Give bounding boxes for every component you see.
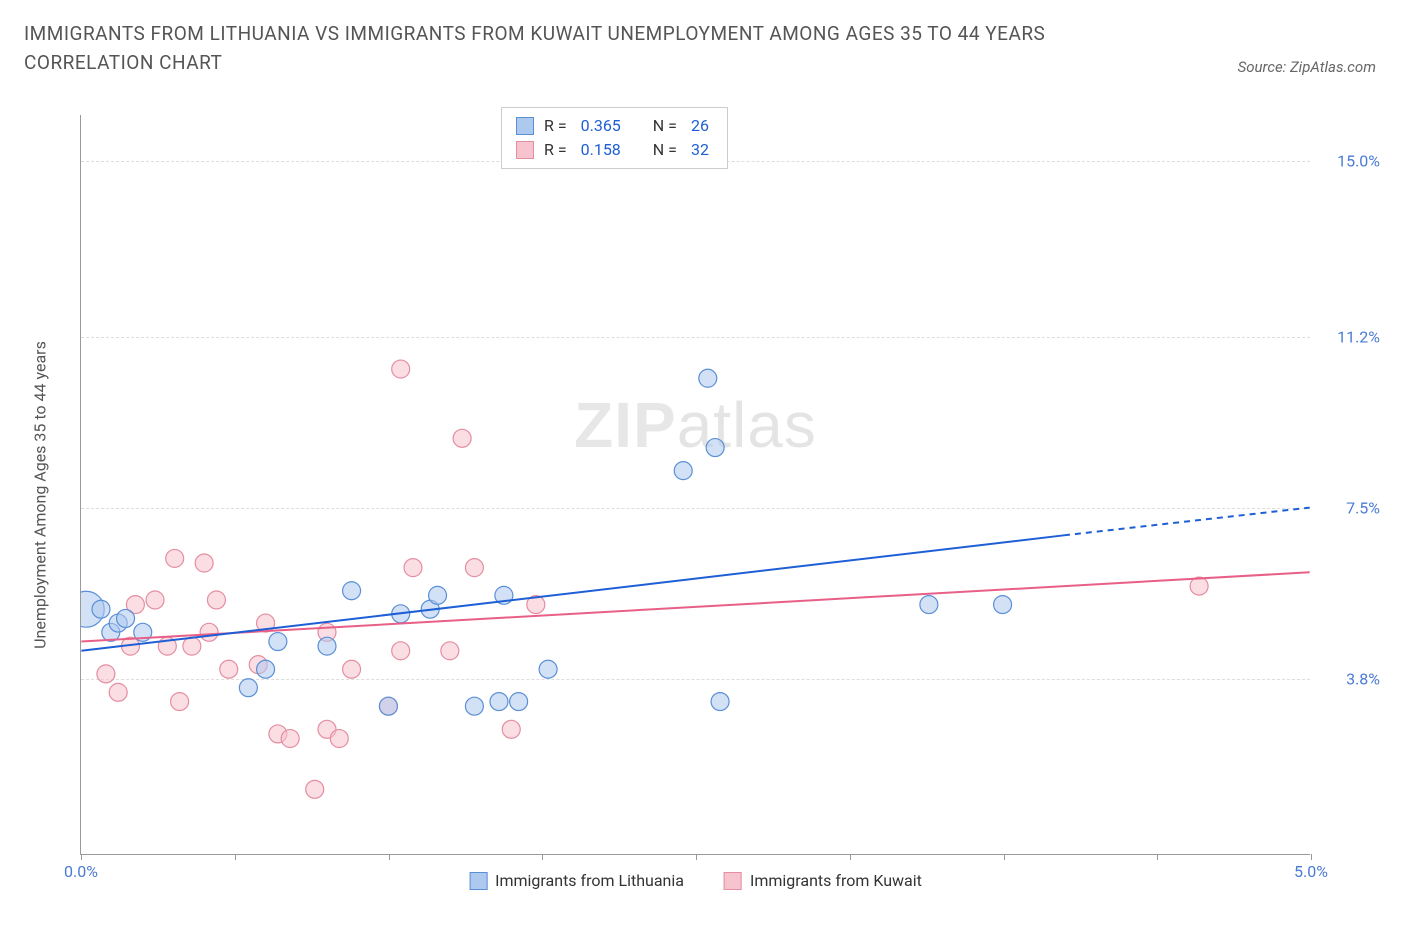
- data-point: [994, 596, 1012, 614]
- x-tick-mark: [850, 854, 851, 860]
- correlation-legend: R = 0.365 N = 26 R = 0.158 N = 32: [501, 107, 728, 169]
- data-point: [441, 642, 459, 660]
- chart-container: Unemployment Among Ages 35 to 44 years R…: [50, 105, 1380, 885]
- x-tick-mark: [235, 854, 236, 860]
- data-point: [171, 693, 189, 711]
- data-point: [146, 591, 164, 609]
- data-point: [220, 660, 238, 678]
- data-point: [166, 549, 184, 567]
- legend-item-lithuania: Immigrants from Lithuania: [469, 871, 684, 890]
- legend-swatch-kuwait-icon: [724, 872, 742, 890]
- n-value-kuwait: 32: [691, 138, 709, 162]
- x-tick-label: 0.0%: [64, 862, 98, 881]
- data-point: [281, 730, 299, 748]
- n-label: N =: [653, 138, 677, 162]
- r-value-kuwait: 0.158: [581, 138, 621, 162]
- data-point: [920, 596, 938, 614]
- data-point: [318, 637, 336, 655]
- y-axis-label: Unemployment Among Ages 35 to 44 years: [31, 341, 50, 649]
- data-point: [453, 429, 471, 447]
- data-point: [392, 642, 410, 660]
- legend-row-kuwait: R = 0.158 N = 32: [516, 138, 713, 162]
- y-axis-ticks: 3.8% 7.5% 11.2% 15.0%: [1320, 115, 1380, 854]
- trend-line: [81, 572, 1309, 641]
- data-point: [706, 439, 724, 457]
- data-point: [92, 600, 110, 618]
- y-tick-label: 11.2%: [1337, 328, 1380, 347]
- data-point: [392, 360, 410, 378]
- y-tick-label: 3.8%: [1346, 670, 1380, 689]
- trend-line-extrapolated: [1064, 508, 1310, 536]
- data-point: [404, 559, 422, 577]
- legend-item-kuwait: Immigrants from Kuwait: [724, 871, 922, 890]
- r-label: R =: [544, 138, 567, 162]
- data-point: [269, 633, 287, 651]
- legend-swatch-lithuania: [516, 117, 534, 135]
- x-tick-mark: [696, 854, 697, 860]
- y-tick-label: 7.5%: [1346, 499, 1380, 518]
- data-point: [239, 679, 257, 697]
- n-label: N =: [653, 114, 677, 138]
- data-point: [109, 683, 127, 701]
- data-point: [510, 693, 528, 711]
- x-tick-mark: [542, 854, 543, 860]
- data-point: [183, 637, 201, 655]
- scatter-svg: [81, 115, 1310, 854]
- y-tick-label: 15.0%: [1337, 152, 1380, 171]
- x-tick-mark: [389, 854, 390, 860]
- data-point: [97, 665, 115, 683]
- x-tick-mark: [1004, 854, 1005, 860]
- legend-row-lithuania: R = 0.365 N = 26: [516, 114, 713, 138]
- data-point: [674, 462, 692, 480]
- data-point: [195, 554, 213, 572]
- data-point: [539, 660, 557, 678]
- data-point: [465, 697, 483, 715]
- chart-title: IMMIGRANTS FROM LITHUANIA VS IMMIGRANTS …: [24, 20, 1144, 77]
- legend-swatch-kuwait: [516, 141, 534, 159]
- n-value-lithuania: 26: [691, 114, 709, 138]
- data-point: [379, 697, 397, 715]
- x-tick-mark: [1311, 854, 1312, 860]
- r-label: R =: [544, 114, 567, 138]
- data-point: [429, 586, 447, 604]
- data-point: [330, 730, 348, 748]
- x-tick-label: 5.0%: [1294, 862, 1328, 881]
- data-point: [306, 780, 324, 798]
- r-value-lithuania: 0.365: [581, 114, 621, 138]
- series-legend: Immigrants from Lithuania Immigrants fro…: [469, 871, 922, 890]
- data-point: [490, 693, 508, 711]
- data-point: [207, 591, 225, 609]
- data-point: [502, 720, 520, 738]
- data-point: [200, 623, 218, 641]
- x-tick-mark: [1157, 854, 1158, 860]
- data-point: [343, 660, 361, 678]
- data-point: [343, 582, 361, 600]
- data-point: [257, 660, 275, 678]
- data-point: [117, 609, 135, 627]
- plot-area: R = 0.365 N = 26 R = 0.158 N = 32 ZIPatl…: [80, 115, 1310, 855]
- legend-label-lithuania: Immigrants from Lithuania: [495, 871, 684, 890]
- x-tick-mark: [81, 854, 82, 860]
- chart-source: Source: ZipAtlas.com: [1238, 58, 1376, 76]
- legend-label-kuwait: Immigrants from Kuwait: [750, 871, 922, 890]
- data-point: [711, 693, 729, 711]
- data-point: [465, 559, 483, 577]
- data-point: [699, 369, 717, 387]
- chart-header: IMMIGRANTS FROM LITHUANIA VS IMMIGRANTS …: [0, 0, 1406, 77]
- legend-swatch-lithuania-icon: [469, 872, 487, 890]
- trend-line: [81, 535, 1064, 650]
